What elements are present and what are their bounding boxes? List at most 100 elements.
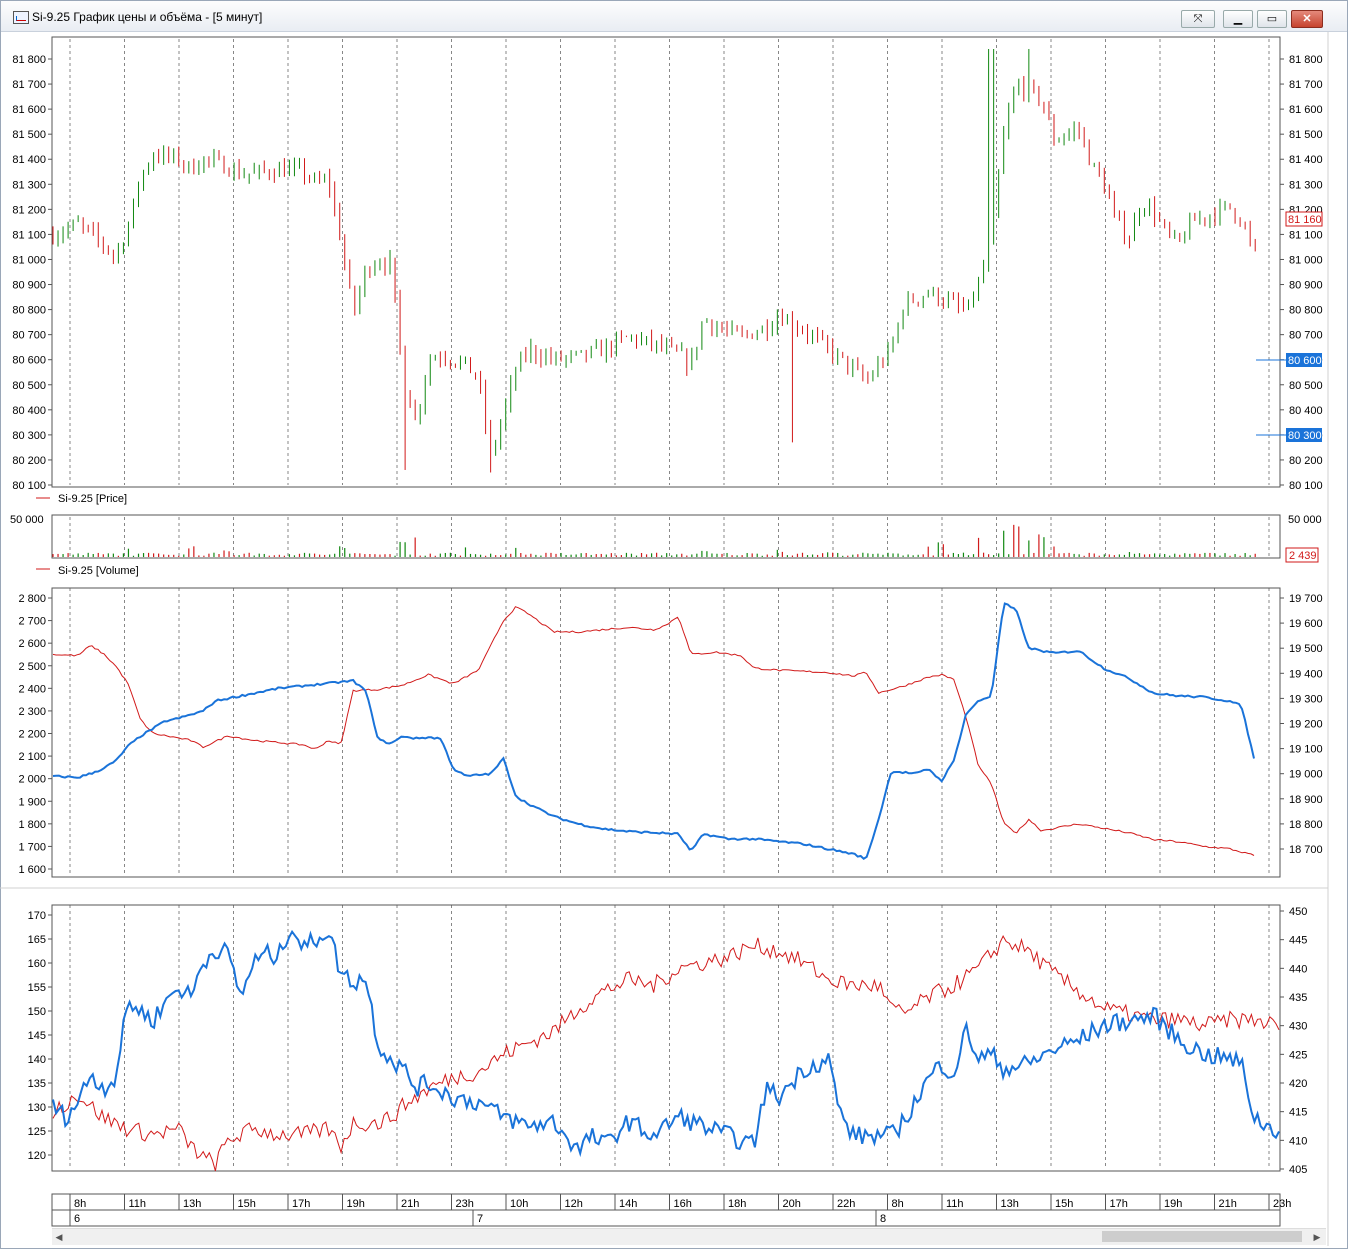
hour-label: 15h: [238, 1198, 256, 1210]
price-axis-left-label: 80 200: [12, 455, 46, 467]
ind1-red-line: [52, 606, 1255, 856]
indicator-1-series: [52, 602, 1255, 860]
scroll-right-icon[interactable]: ▶: [1313, 1232, 1321, 1242]
hour-label: 21h: [401, 1198, 419, 1210]
chart-app-icon: [13, 11, 29, 24]
price-axis-left-label: 81 100: [12, 229, 46, 241]
price-axis-right-label: 80 100: [1289, 480, 1323, 492]
hour-label: 17h: [292, 1198, 310, 1210]
hour-label: 13h: [183, 1198, 201, 1210]
ind2-axis-right-label: 445: [1289, 935, 1307, 947]
ind1-axis-left-label: 2 400: [18, 683, 46, 695]
price-axis-right-label: 80 700: [1289, 330, 1323, 342]
marker-tag-1-value: 80 600: [1288, 355, 1322, 367]
price-axis-right-label: 80 900: [1289, 280, 1323, 292]
maximize-icon: ▭: [1266, 13, 1278, 25]
last-price-value: 81 160: [1288, 214, 1322, 226]
day-label: 6: [74, 1213, 80, 1225]
indicator-panel-1[interactable]: [51, 587, 1281, 878]
price-axis-right-label: 81 100: [1289, 229, 1323, 241]
restore-layout-button[interactable]: ⤧: [1181, 10, 1215, 28]
title-bar[interactable]: Si-9.25 График цены и объёма - [5 минут]…: [1, 1, 1347, 32]
hour-label: 12h: [565, 1198, 583, 1210]
hour-label: 14h: [619, 1198, 637, 1210]
price-axis-left-label: 80 800: [12, 305, 46, 317]
last-volume-tag: [1285, 547, 1319, 563]
ind2-axis-left-label: 135: [28, 1078, 46, 1090]
hour-label: 17h: [1110, 1198, 1128, 1210]
ind2-axis-left-label: 155: [28, 982, 46, 994]
price-axis-left-label: 81 600: [12, 104, 46, 116]
ind1-axis-right-label: 19 000: [1289, 769, 1323, 781]
ind1-axis-right-label: 19 700: [1289, 593, 1323, 605]
hour-label: 8h: [74, 1198, 86, 1210]
time-axis-labels: 8h 11h 13h 15h 17h 19h 21h 23h 10h 12h 14h 16h 18h 20…: [69, 1194, 1291, 1226]
ind1-axis-left-label: 2 500: [18, 661, 46, 673]
scroll-thumb[interactable]: [1102, 1231, 1302, 1242]
ind2-axis-right-label: 415: [1289, 1107, 1307, 1119]
volume-series: [52, 524, 1256, 557]
ind2-axis-left-label: 160: [28, 958, 46, 970]
marker-tag-1[interactable]: [1286, 353, 1322, 367]
ind1-axis-left-label: 2 000: [18, 774, 46, 786]
minimize-button[interactable]: ▁: [1223, 10, 1253, 28]
ind2-axis-right-label: 420: [1289, 1078, 1307, 1090]
horizontal-scrollbar[interactable]: ◀ ▶: [52, 1228, 1326, 1245]
close-icon: ✕: [1302, 13, 1312, 25]
hour-label: 20h: [783, 1198, 801, 1210]
marker-tag-2[interactable]: [1286, 428, 1322, 442]
marker-tag-2-value: 80 300: [1288, 430, 1322, 442]
price-axis-right-label: 81 500: [1289, 129, 1323, 141]
day-label: 7: [477, 1213, 483, 1225]
last-volume-value: 2 439: [1289, 550, 1317, 562]
ind2-axis-left-label: 170: [28, 910, 46, 922]
hour-label: 19h: [347, 1198, 365, 1210]
maximize-button[interactable]: ▭: [1257, 10, 1287, 28]
ind2-axis-left-label: 165: [28, 934, 46, 946]
price-axis-right-label: 81 800: [1289, 54, 1323, 66]
ind1-axis-right-label: 19 300: [1289, 693, 1323, 705]
price-axis-left-label: 81 800: [12, 54, 46, 66]
hour-label: 11h: [129, 1198, 147, 1210]
price-axis-right-label: 81 700: [1289, 79, 1323, 91]
axis-labels: 80 100 80 200 80 300 80 400 80 500 80 600 80 7…: [12, 54, 1322, 1176]
close-button[interactable]: ✕: [1291, 10, 1323, 28]
ind1-axis-left-label: 2 600: [18, 638, 46, 650]
volume-panel[interactable]: [51, 514, 1281, 559]
price-panel[interactable]: [51, 36, 1281, 488]
volume-top-label-right: 50 000: [1288, 514, 1322, 526]
ind1-axis-right-label: 18 900: [1289, 794, 1323, 806]
price-axis-left-label: 80 100: [12, 480, 46, 492]
price-axis-right-label: 80 200: [1289, 455, 1323, 467]
hour-label: 13h: [1001, 1198, 1019, 1210]
ind1-axis-right-label: 19 100: [1289, 744, 1323, 756]
price-axis-left-label: 81 400: [12, 154, 46, 166]
price-axis-left-label: 80 500: [12, 380, 46, 392]
ind2-axis-right-label: 410: [1289, 1135, 1307, 1147]
ind2-axis-left-label: 125: [28, 1126, 46, 1138]
ind2-blue-line: [52, 929, 1280, 1158]
ind1-axis-left-label: 2 800: [18, 593, 46, 605]
price-series: [52, 48, 1256, 473]
price-axis-right-label: 81 600: [1289, 104, 1323, 116]
volume-legend: Si-9.25 [Volume]: [58, 565, 139, 577]
ind1-axis-right-label: 18 800: [1289, 819, 1323, 831]
ind2-axis-left-label: 130: [28, 1102, 46, 1114]
ind1-axis-right-label: 18 700: [1289, 844, 1323, 856]
session-gridlines: [69, 39, 1270, 1169]
ind2-axis-right-label: 450: [1289, 906, 1307, 918]
price-axis-left-label: 80 400: [12, 405, 46, 417]
ind1-axis-left-label: 1 600: [18, 864, 46, 876]
scroll-left-icon[interactable]: ◀: [55, 1232, 63, 1242]
indicator-panel-2[interactable]: [51, 904, 1281, 1172]
day-label: 8: [880, 1213, 886, 1225]
ind1-axis-left-label: 1 800: [18, 819, 46, 831]
price-axis-right-label: 81 400: [1289, 154, 1323, 166]
price-axis-left-label: 80 700: [12, 330, 46, 342]
hour-label: 22h: [837, 1198, 855, 1210]
hour-label: 21h: [1219, 1198, 1237, 1210]
price-axis-left-label: 80 600: [12, 355, 46, 367]
hour-label: 10h: [510, 1198, 528, 1210]
hour-label: 23h: [1273, 1198, 1291, 1210]
